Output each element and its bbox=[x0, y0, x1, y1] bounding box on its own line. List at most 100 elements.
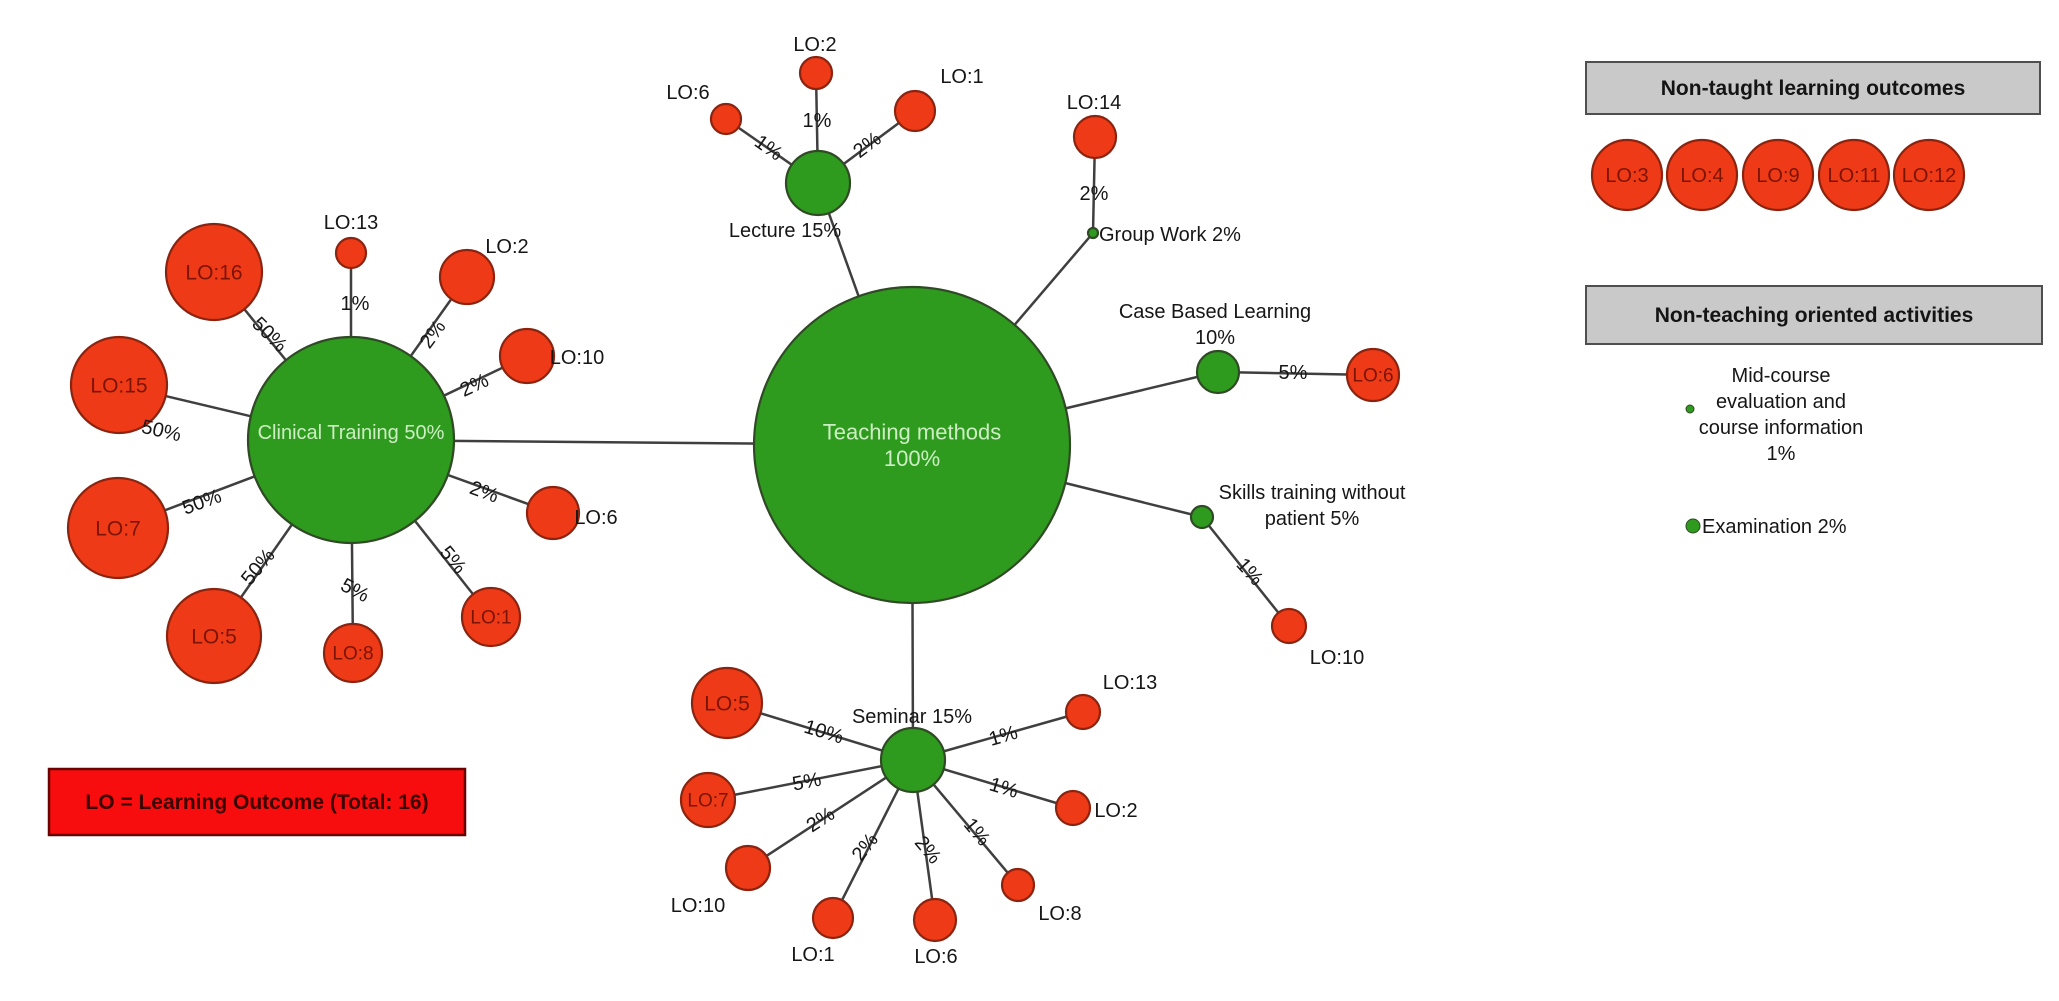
pct-clinical-training--lo1-clinical: 5% bbox=[435, 542, 471, 578]
node-lo1-lecture bbox=[893, 89, 937, 133]
dot-mid-course-evaluation bbox=[1685, 404, 1695, 414]
panel-circle-label-LO-3: LO:3 bbox=[1605, 165, 1648, 187]
node-group-work bbox=[1086, 226, 1100, 240]
node-lo13-clinical bbox=[334, 236, 368, 270]
node-lo2-clinical bbox=[438, 248, 496, 306]
panel-circle-LO-3 bbox=[1590, 138, 1664, 212]
panel-header-label-0: Non-taught learning outcomes bbox=[1661, 77, 1966, 100]
node-label-lo7-seminar: LO:7 bbox=[687, 791, 728, 812]
node-label-lo1-lecture: LO:1 bbox=[940, 66, 983, 88]
panel-circle-label-LO-9: LO:9 bbox=[1756, 165, 1799, 187]
panel-circle-label-LO-12: LO:12 bbox=[1902, 165, 1956, 187]
node-label-lecture: Lecture 15% bbox=[729, 220, 842, 242]
node-label-lo13-seminar: LO:13 bbox=[1103, 672, 1157, 694]
node-label-lo10-skills: LO:10 bbox=[1310, 647, 1364, 669]
pct-clinical-training--lo6-clinical: 2% bbox=[467, 477, 502, 508]
pct-seminar--lo13-seminar: 1% bbox=[986, 722, 1020, 751]
node-label-lo15-clinical: LO:15 bbox=[90, 374, 147, 397]
panel-header-1 bbox=[1585, 285, 2043, 345]
panel-circle-LO-11 bbox=[1817, 138, 1891, 212]
node-lo5-clinical bbox=[165, 587, 263, 685]
node-teaching-methods bbox=[752, 285, 1072, 605]
legend-box-label: LO = Learning Outcome (Total: 16) bbox=[85, 791, 428, 814]
node-label-lo6-lecture: LO:6 bbox=[666, 82, 709, 104]
pct-clinical-training--lo2-clinical: 2% bbox=[416, 316, 451, 352]
node-label-case-based-learning: Case Based Learning bbox=[1119, 301, 1311, 323]
edge-seminar--lo7-seminar bbox=[707, 758, 914, 802]
node-label-lo7-clinical: LO:7 bbox=[95, 517, 141, 540]
node-label-lo2-lecture: LO:2 bbox=[793, 34, 836, 56]
node-lo6-seminar bbox=[912, 897, 958, 943]
node-lo10-clinical bbox=[498, 327, 556, 385]
panel-item-label-mid-course-evaluation: evaluation and bbox=[1716, 391, 1846, 413]
node-lo16-clinical bbox=[164, 222, 264, 322]
node-lo2-lecture bbox=[798, 55, 834, 91]
panel-circle-label-LO-11: LO:11 bbox=[1828, 165, 1881, 187]
node-lo15-clinical bbox=[69, 335, 169, 435]
node-lo7-clinical bbox=[66, 476, 170, 580]
node-lecture bbox=[784, 149, 852, 217]
node-lo8-clinical bbox=[322, 622, 384, 684]
pct-seminar--lo7-seminar: 5% bbox=[791, 769, 824, 796]
pct-seminar--lo1-seminar: 2% bbox=[848, 829, 883, 865]
node-label-skills-training: patient 5% bbox=[1265, 508, 1360, 530]
node-label-seminar: Seminar 15% bbox=[852, 706, 972, 728]
node-label-lo6-cbl: LO:6 bbox=[1352, 366, 1393, 387]
legend-box bbox=[47, 767, 467, 837]
node-label-lo6-clinical: LO:6 bbox=[574, 507, 617, 529]
panel-header-0 bbox=[1585, 61, 2041, 115]
node-label-lo14-groupwork: LO:14 bbox=[1067, 92, 1121, 114]
node-label-clinical-training: Clinical Training 50% bbox=[258, 422, 445, 444]
pct-lecture--lo1-lecture: 2% bbox=[849, 128, 885, 163]
pct-group-work--lo14-groupwork: 2% bbox=[1080, 183, 1109, 205]
panel-item-label-mid-course-evaluation: Mid-course bbox=[1732, 365, 1831, 387]
pct-seminar--lo5-seminar: 10% bbox=[801, 716, 846, 749]
panel-item-label-mid-course-evaluation: 1% bbox=[1767, 443, 1796, 465]
pct-seminar--lo2-seminar: 1% bbox=[987, 774, 1021, 804]
node-label-group-work: Group Work 2% bbox=[1099, 224, 1241, 246]
panel-circle-LO-12 bbox=[1892, 138, 1966, 212]
panel-circle-LO-4 bbox=[1665, 138, 1739, 212]
edge-skills-training--lo10-skills bbox=[1201, 516, 1290, 627]
pct-clinical-training--lo15-clinical: 50% bbox=[139, 416, 183, 446]
pct-clinical-training--lo8-clinical: 5% bbox=[337, 574, 373, 607]
node-lo7-seminar bbox=[679, 771, 737, 829]
node-lo14-groupwork bbox=[1072, 114, 1118, 160]
node-label-lo5-clinical: LO:5 bbox=[191, 625, 237, 648]
node-label-lo5-seminar: LO:5 bbox=[704, 692, 750, 715]
node-label-case-based-learning: 10% bbox=[1195, 327, 1235, 349]
node-lo1-seminar bbox=[811, 896, 855, 940]
node-lo5-seminar bbox=[690, 666, 764, 740]
dot-examination bbox=[1685, 518, 1701, 534]
node-label-lo8-clinical: LO:8 bbox=[332, 644, 373, 665]
node-label-lo6-seminar: LO:6 bbox=[914, 946, 957, 968]
node-label-lo1-seminar: LO:1 bbox=[791, 944, 834, 966]
node-label-teaching-methods: 100% bbox=[884, 446, 940, 471]
panel-circle-LO-9 bbox=[1741, 138, 1815, 212]
node-label-teaching-methods: Teaching methods bbox=[823, 420, 1002, 445]
node-label-skills-training: Skills training without bbox=[1219, 482, 1406, 504]
node-clinical-training bbox=[246, 335, 456, 545]
node-label-lo2-clinical: LO:2 bbox=[485, 236, 528, 258]
pct-clinical-training--lo7-clinical: 50% bbox=[179, 485, 224, 519]
node-lo10-skills bbox=[1270, 607, 1308, 645]
node-lo2-seminar bbox=[1054, 789, 1092, 827]
node-label-lo1-clinical: LO:1 bbox=[470, 608, 511, 629]
node-lo6-lecture bbox=[709, 102, 743, 136]
node-lo6-clinical bbox=[525, 485, 581, 541]
node-lo8-seminar bbox=[1000, 867, 1036, 903]
node-seminar bbox=[879, 726, 947, 794]
panel-item-label-examination: Examination 2% bbox=[1702, 516, 1847, 538]
panel-item-label-mid-course-evaluation: course information bbox=[1699, 417, 1864, 439]
pct-lecture--lo6-lecture: 1% bbox=[750, 131, 786, 166]
node-lo13-seminar bbox=[1064, 693, 1102, 731]
node-label-lo2-seminar: LO:2 bbox=[1094, 800, 1137, 822]
node-lo1-clinical bbox=[460, 586, 522, 648]
node-case-based-learning bbox=[1195, 349, 1241, 395]
pct-case-based-learning--lo6-cbl: 5% bbox=[1279, 362, 1308, 384]
node-label-lo8-seminar: LO:8 bbox=[1038, 903, 1081, 925]
node-skills-training bbox=[1189, 504, 1215, 530]
pct-seminar--lo6-seminar: 2% bbox=[910, 832, 946, 868]
